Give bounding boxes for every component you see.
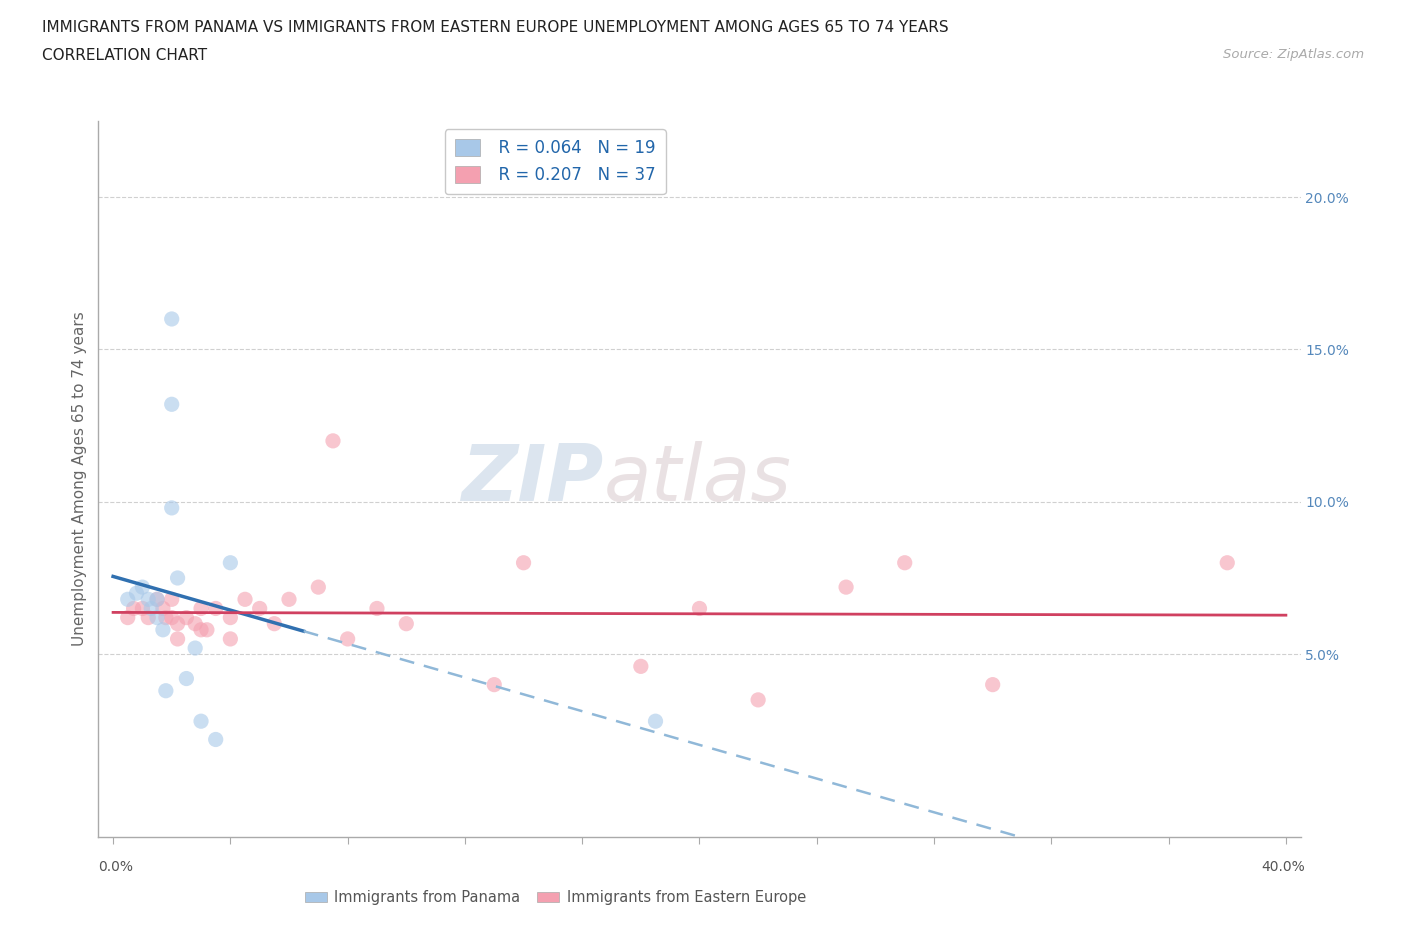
Point <box>263 617 285 631</box>
Point <box>233 591 256 606</box>
Point <box>644 713 666 728</box>
Point <box>131 601 153 616</box>
Point <box>125 586 148 601</box>
Text: CORRELATION CHART: CORRELATION CHART <box>42 48 207 63</box>
Point <box>484 677 506 692</box>
Text: IMMIGRANTS FROM PANAMA VS IMMIGRANTS FROM EASTERN EUROPE UNEMPLOYMENT AMONG AGES: IMMIGRANTS FROM PANAMA VS IMMIGRANTS FRO… <box>42 20 949 35</box>
Point <box>219 610 242 625</box>
Point <box>146 591 169 606</box>
Point <box>981 677 1004 692</box>
Point <box>136 591 159 606</box>
Point <box>689 601 711 616</box>
Point <box>204 732 226 747</box>
Point <box>146 610 169 625</box>
Point <box>160 610 183 625</box>
Point <box>141 601 163 616</box>
Text: 40.0%: 40.0% <box>1261 860 1305 874</box>
Point <box>747 693 769 708</box>
Point <box>1216 555 1239 570</box>
Point <box>184 617 207 631</box>
Point <box>117 591 139 606</box>
Point <box>166 617 188 631</box>
Point <box>155 684 177 698</box>
Point <box>219 555 242 570</box>
Text: Source: ZipAtlas.com: Source: ZipAtlas.com <box>1223 48 1364 61</box>
Text: atlas: atlas <box>603 441 792 517</box>
Point <box>152 601 174 616</box>
Point <box>136 610 159 625</box>
Point <box>166 631 188 646</box>
Point <box>160 500 183 515</box>
Point <box>195 622 218 637</box>
Point <box>190 622 212 637</box>
Y-axis label: Unemployment Among Ages 65 to 74 years: Unemployment Among Ages 65 to 74 years <box>72 312 87 646</box>
Text: ZIP: ZIP <box>461 441 603 517</box>
Point <box>630 659 652 674</box>
Point <box>219 631 242 646</box>
Text: 0.0%: 0.0% <box>98 860 134 874</box>
Point <box>160 312 183 326</box>
Point <box>176 671 198 686</box>
Point <box>249 601 271 616</box>
Point <box>190 601 212 616</box>
Point <box>307 579 329 594</box>
Point <box>190 713 212 728</box>
Point <box>322 433 344 448</box>
Point <box>395 617 418 631</box>
Point <box>131 579 153 594</box>
Point <box>155 610 177 625</box>
Point <box>166 570 188 585</box>
Point <box>278 591 301 606</box>
Legend: Immigrants from Panama, Immigrants from Eastern Europe: Immigrants from Panama, Immigrants from … <box>297 883 813 912</box>
Point <box>835 579 858 594</box>
Point <box>152 622 174 637</box>
Point <box>176 610 198 625</box>
Point <box>160 591 183 606</box>
Point <box>146 591 169 606</box>
Point <box>893 555 915 570</box>
Point <box>366 601 388 616</box>
Point <box>117 610 139 625</box>
Point <box>122 601 145 616</box>
Point <box>184 641 207 656</box>
Point <box>204 601 226 616</box>
Point <box>512 555 534 570</box>
Point <box>336 631 359 646</box>
Point <box>160 397 183 412</box>
